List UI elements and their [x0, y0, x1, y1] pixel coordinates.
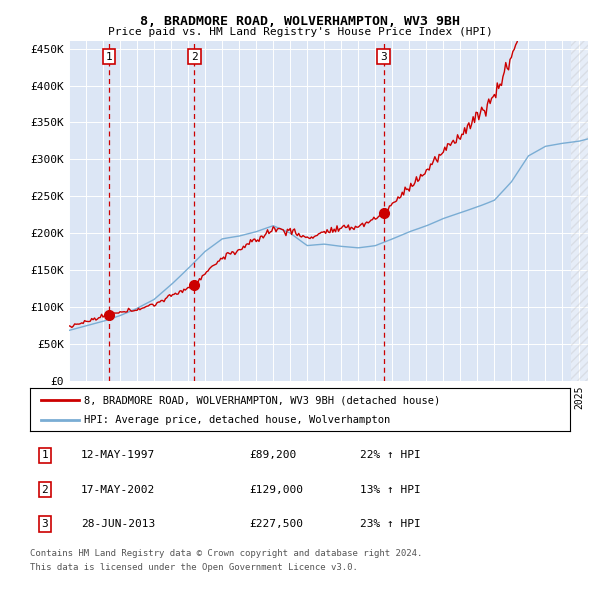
- Text: 12-MAY-1997: 12-MAY-1997: [81, 451, 155, 460]
- Text: £227,500: £227,500: [249, 519, 303, 529]
- Text: 3: 3: [380, 51, 387, 61]
- Text: £129,000: £129,000: [249, 485, 303, 494]
- Bar: [571, 41, 600, 381]
- Text: 3: 3: [41, 519, 49, 529]
- Text: 28-JUN-2013: 28-JUN-2013: [81, 519, 155, 529]
- Text: This data is licensed under the Open Government Licence v3.0.: This data is licensed under the Open Gov…: [30, 563, 358, 572]
- Text: HPI: Average price, detached house, Wolverhampton: HPI: Average price, detached house, Wolv…: [84, 415, 390, 425]
- Text: £89,200: £89,200: [249, 451, 296, 460]
- Text: 17-MAY-2002: 17-MAY-2002: [81, 485, 155, 494]
- Text: 2: 2: [41, 485, 49, 494]
- Text: 8, BRADMORE ROAD, WOLVERHAMPTON, WV3 9BH: 8, BRADMORE ROAD, WOLVERHAMPTON, WV3 9BH: [140, 15, 460, 28]
- Text: 23% ↑ HPI: 23% ↑ HPI: [360, 519, 421, 529]
- Text: 2: 2: [191, 51, 198, 61]
- Text: Contains HM Land Registry data © Crown copyright and database right 2024.: Contains HM Land Registry data © Crown c…: [30, 549, 422, 558]
- Text: 22% ↑ HPI: 22% ↑ HPI: [360, 451, 421, 460]
- Text: 1: 1: [106, 51, 113, 61]
- Text: 1: 1: [41, 451, 49, 460]
- Text: 13% ↑ HPI: 13% ↑ HPI: [360, 485, 421, 494]
- Text: Price paid vs. HM Land Registry's House Price Index (HPI): Price paid vs. HM Land Registry's House …: [107, 27, 493, 37]
- Text: 8, BRADMORE ROAD, WOLVERHAMPTON, WV3 9BH (detached house): 8, BRADMORE ROAD, WOLVERHAMPTON, WV3 9BH…: [84, 395, 440, 405]
